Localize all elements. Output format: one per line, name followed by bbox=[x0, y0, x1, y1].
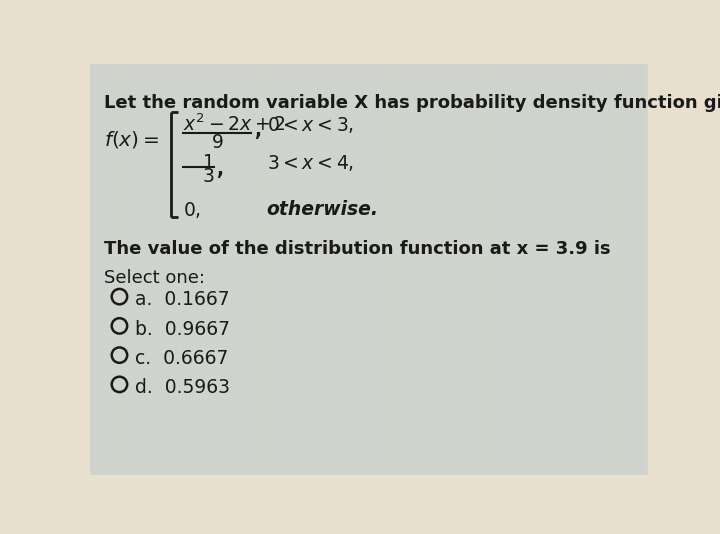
Text: ,: , bbox=[215, 160, 222, 178]
Text: otherwise.: otherwise. bbox=[266, 200, 379, 218]
Text: d.  0.5963: d. 0.5963 bbox=[135, 378, 230, 397]
Text: b.  0.9667: b. 0.9667 bbox=[135, 320, 230, 339]
Text: $3 < x < 4,$: $3 < x < 4,$ bbox=[266, 153, 354, 174]
Text: $3$: $3$ bbox=[202, 167, 214, 186]
Text: a.  0.1667: a. 0.1667 bbox=[135, 290, 230, 310]
Text: Let the random variable X has probability density function given by: Let the random variable X has probabilit… bbox=[104, 94, 720, 112]
Text: The value of the distribution function at x = 3.9 is: The value of the distribution function a… bbox=[104, 240, 611, 258]
Text: Select one:: Select one: bbox=[104, 269, 205, 287]
Text: $1$: $1$ bbox=[202, 153, 214, 172]
Text: ,: , bbox=[254, 121, 261, 140]
Text: $x^2-2x+2$: $x^2-2x+2$ bbox=[183, 113, 285, 135]
Text: c.  0.6667: c. 0.6667 bbox=[135, 349, 228, 368]
Text: $9$: $9$ bbox=[211, 132, 223, 152]
Text: $0 < x < 3,$: $0 < x < 3,$ bbox=[266, 115, 354, 135]
Text: $f(x) =$: $f(x) =$ bbox=[104, 129, 159, 150]
Text: $0,$: $0,$ bbox=[183, 200, 201, 219]
